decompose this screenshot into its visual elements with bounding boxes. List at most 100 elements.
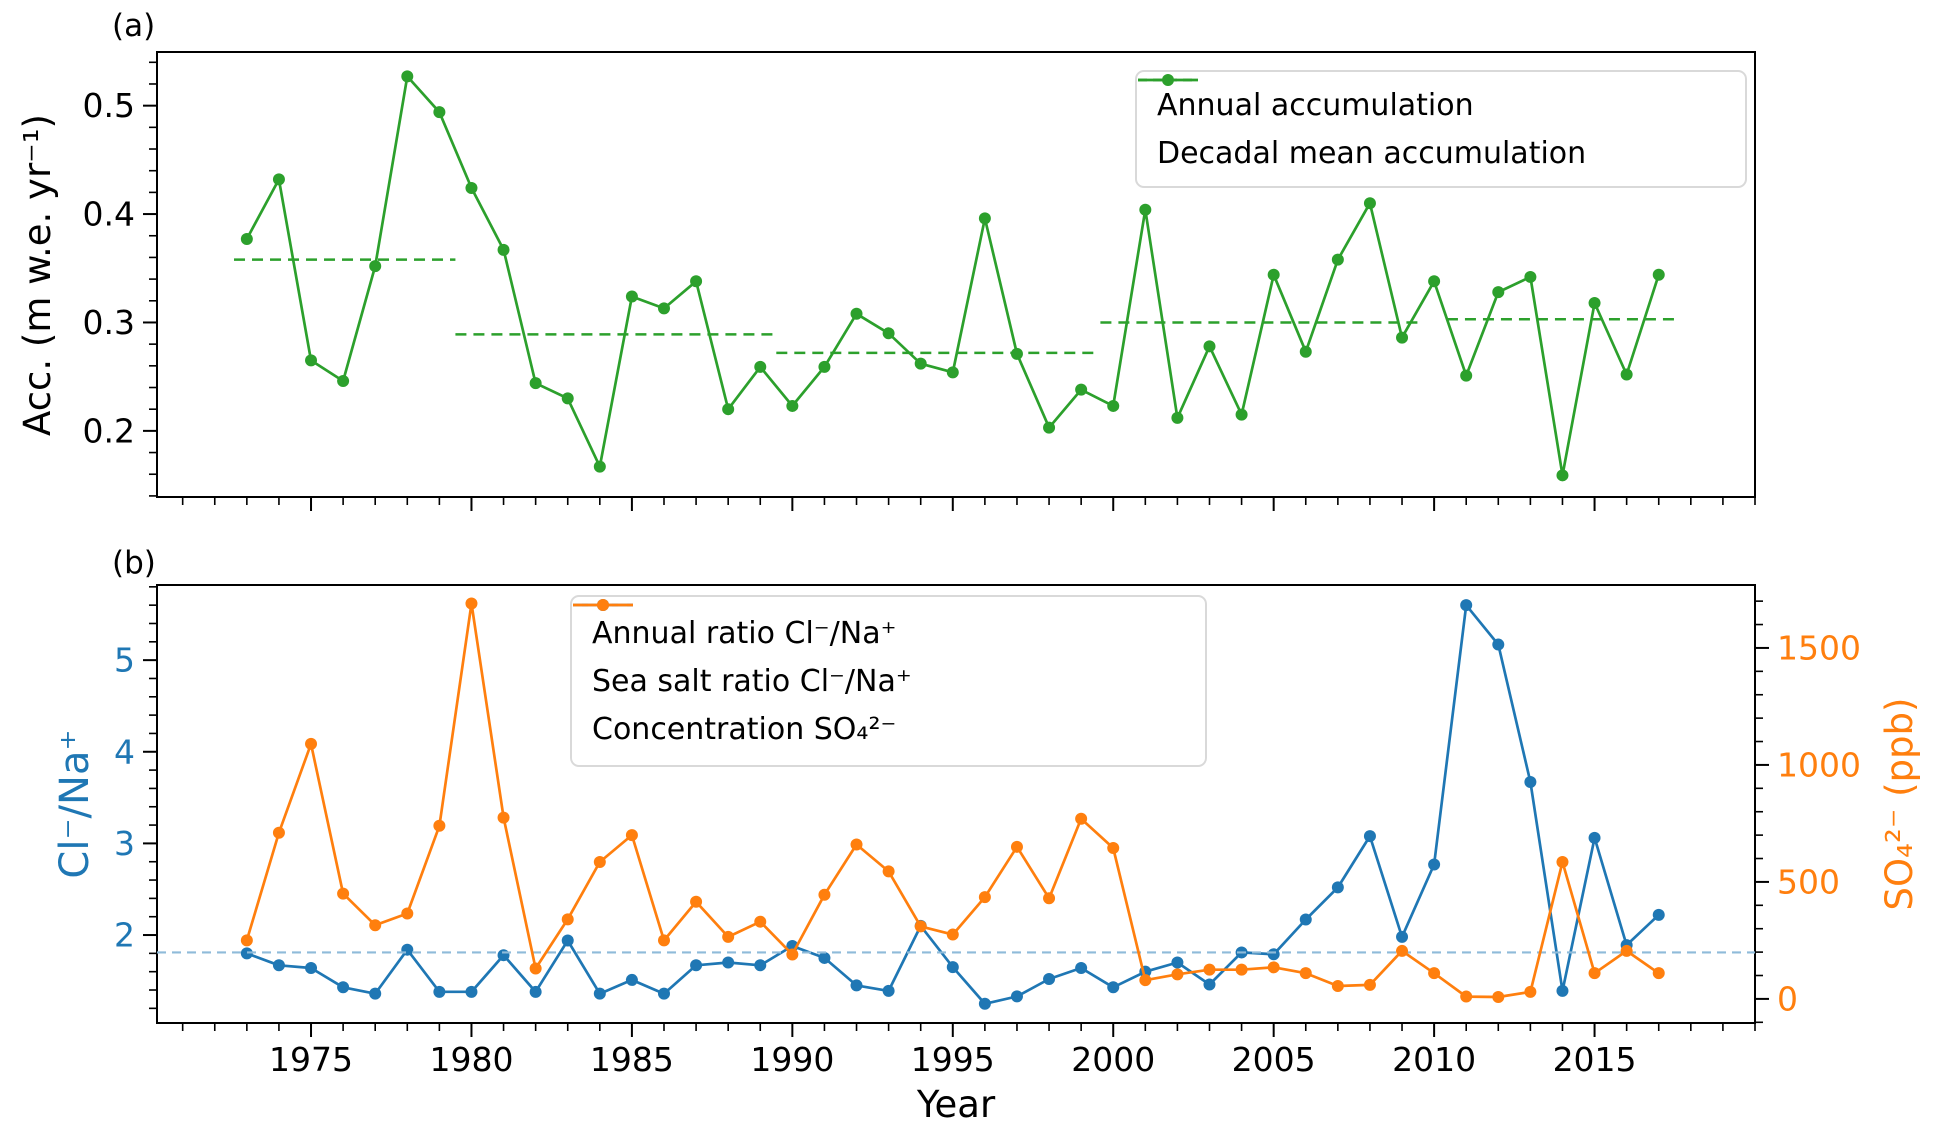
data-point xyxy=(1331,980,1344,993)
data-point xyxy=(240,232,253,245)
data-point xyxy=(593,856,606,869)
legend-item-annual-ratio: Annual ratio Cl⁻/Na⁺ xyxy=(573,599,1185,651)
data-point xyxy=(914,357,927,370)
data-point xyxy=(1428,858,1441,871)
legend-item-so4-concentration: Concentration SO₄²⁻ xyxy=(573,599,1185,747)
data-point xyxy=(272,959,285,972)
series-decadal-mean-accumulation xyxy=(234,258,1675,355)
legend-panel-b: Annual ratio Cl⁻/Na⁺ Sea salt ratio Cl⁻/… xyxy=(570,595,1207,767)
data-point xyxy=(1075,383,1088,396)
data-point xyxy=(1556,469,1569,482)
data-point xyxy=(593,987,606,1000)
data-point xyxy=(561,392,574,405)
legend-sample-decadal-mean xyxy=(1138,78,1198,82)
legend-label-annual-ratio: Annual ratio Cl⁻/Na⁺ xyxy=(592,615,897,651)
data-point xyxy=(1492,286,1505,299)
data-point xyxy=(754,959,767,972)
panel-a-x-axis-ticks xyxy=(181,497,1756,511)
data-point xyxy=(1396,944,1409,957)
series-concentration-so- xyxy=(240,597,1665,1004)
data-point xyxy=(1010,840,1023,853)
data-point xyxy=(1331,253,1344,266)
data-point xyxy=(722,956,735,969)
data-point xyxy=(401,907,414,920)
data-point xyxy=(1043,421,1056,434)
data-point xyxy=(1331,881,1344,894)
data-point xyxy=(1428,275,1441,288)
data-point xyxy=(433,985,446,998)
data-point xyxy=(946,928,959,941)
data-point xyxy=(1460,599,1473,612)
data-point xyxy=(305,962,318,975)
y-tick-label: 0.4 xyxy=(83,195,135,234)
legend-label-decadal-mean: Decadal mean accumulation xyxy=(1157,135,1587,171)
data-point xyxy=(1267,948,1280,961)
data-point xyxy=(754,360,767,373)
data-point xyxy=(369,987,382,1000)
data-point xyxy=(1363,830,1376,843)
data-point xyxy=(337,887,350,900)
panel-b-y-axis-ticks xyxy=(143,586,157,1010)
data-point xyxy=(1652,268,1665,281)
y-tick-label: 0.3 xyxy=(83,303,135,342)
panel-b-left-y-axis-label: Cl⁻/Na⁺ xyxy=(52,729,98,879)
legend-item-annual-accumulation: Annual accumulation xyxy=(1138,74,1725,123)
data-point xyxy=(818,888,831,901)
data-point xyxy=(272,173,285,186)
data-point xyxy=(882,865,895,878)
right-y-tick-label: 0 xyxy=(1777,979,1798,1018)
data-point xyxy=(1299,345,1312,358)
right-y-tick-label: 500 xyxy=(1777,862,1840,901)
data-point xyxy=(1171,411,1184,424)
legend-item-sea-salt-ratio: Sea salt ratio Cl⁻/Na⁺ xyxy=(573,603,1185,699)
data-point xyxy=(690,959,703,972)
data-point xyxy=(1588,967,1601,980)
data-point xyxy=(1203,963,1216,976)
data-point xyxy=(850,979,863,992)
data-point xyxy=(657,987,670,1000)
data-point xyxy=(1267,961,1280,974)
y-tick-label: 3 xyxy=(114,824,135,863)
data-point xyxy=(1524,776,1537,789)
data-point xyxy=(818,360,831,373)
data-point xyxy=(433,106,446,119)
panel-b-right-y-axis-ticks xyxy=(1755,600,1769,1024)
data-point xyxy=(625,290,638,303)
data-point xyxy=(1235,963,1248,976)
data-point xyxy=(1203,978,1216,991)
series-annual-accumulation xyxy=(240,70,1665,482)
legend-panel-a: Annual accumulation Decadal mean accumul… xyxy=(1135,70,1747,188)
data-point xyxy=(657,934,670,947)
data-point xyxy=(1460,990,1473,1003)
data-point xyxy=(401,70,414,83)
panel-a-y-axis-ticks xyxy=(143,61,157,497)
legend-item-decadal-mean: Decadal mean accumulation xyxy=(1138,78,1725,171)
data-point xyxy=(882,984,895,997)
data-point xyxy=(272,826,285,839)
data-point xyxy=(978,891,991,904)
x-tick-label: 2010 xyxy=(1392,1040,1476,1079)
data-point xyxy=(625,829,638,842)
data-point xyxy=(497,811,510,824)
data-point xyxy=(1171,968,1184,981)
data-point xyxy=(818,951,831,964)
data-point xyxy=(337,375,350,388)
data-point xyxy=(657,302,670,315)
panel-b-x-axis-ticks xyxy=(181,1023,1756,1037)
data-point xyxy=(1588,296,1601,309)
data-point xyxy=(1620,944,1633,957)
data-point xyxy=(754,915,767,928)
data-point xyxy=(1299,913,1312,926)
data-point xyxy=(1620,368,1633,381)
data-point xyxy=(786,399,799,412)
data-point xyxy=(1588,831,1601,844)
data-point xyxy=(1524,985,1537,998)
data-point xyxy=(497,243,510,256)
data-point xyxy=(529,377,542,390)
data-point xyxy=(722,403,735,416)
data-point xyxy=(946,961,959,974)
x-tick-label: 1980 xyxy=(429,1040,513,1079)
data-point xyxy=(1524,270,1537,283)
y-tick-label: 4 xyxy=(114,732,135,771)
data-point xyxy=(722,930,735,943)
